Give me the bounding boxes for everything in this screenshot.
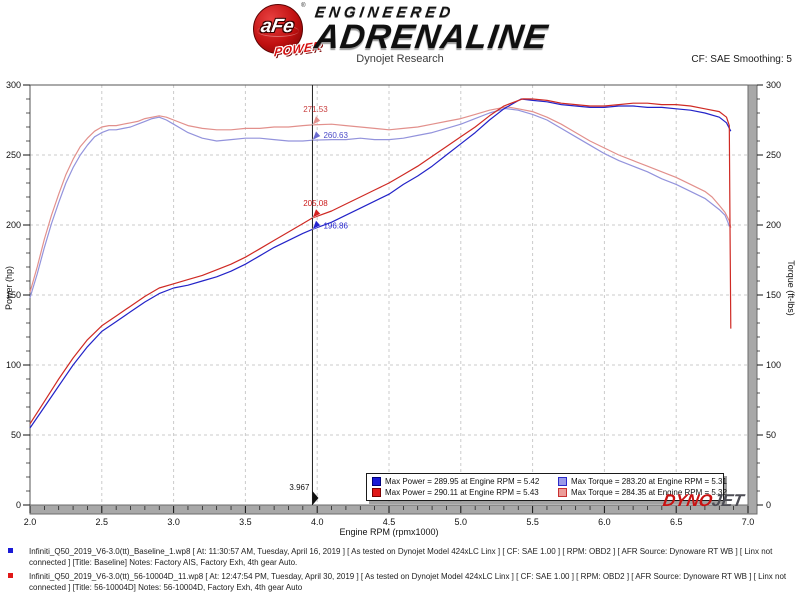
x-tick-label: 5.0	[455, 517, 468, 527]
curve-power-blue	[29, 98, 732, 429]
y-tick-label-right: 300	[766, 80, 781, 90]
run-info-footer: Infiniti_Q50_2019_V6-3.0(tt)_Baseline_1.…	[0, 546, 800, 596]
x-tick-label: 2.0	[24, 517, 37, 527]
value-flag-icon	[312, 220, 321, 230]
y-tick-label-right: 200	[766, 220, 781, 230]
curve-value-annotation: 196.86	[323, 221, 348, 230]
run-info-text: Infiniti_Q50_2019_V6-3.0(tt)_Baseline_1.…	[29, 547, 773, 567]
registered-mark: ®	[301, 3, 306, 9]
y-tick-label-left: 100	[6, 360, 21, 370]
globe-line-icon	[256, 25, 299, 37]
x-tick-label: 6.5	[670, 517, 683, 527]
value-flag-icon	[312, 115, 321, 126]
x-tick-label: 7.0	[742, 517, 755, 527]
curve-value-annotation: 205.08	[303, 199, 328, 208]
legend-swatch-icon	[372, 488, 381, 497]
legend-item: Max Torque = 284.35 at Engine RPM = 5.32	[558, 487, 727, 498]
x-tick-label: 4.0	[311, 517, 324, 527]
legend-item: Max Torque = 283.20 at Engine RPM = 5.31	[558, 476, 727, 487]
y-tick-label-left: 50	[11, 430, 21, 440]
y-tick-label-left: 0	[16, 500, 21, 510]
x-tick-label: 3.0	[167, 517, 180, 527]
y-tick-label-right: 250	[766, 150, 781, 160]
y-tick-label-right: 100	[766, 360, 781, 370]
run-swatch-icon	[8, 573, 13, 578]
x-tick-label: 4.5	[383, 517, 396, 527]
run-info-row: Infiniti_Q50_2019_V6-3.0(tt)_56-10004D_1…	[0, 571, 800, 593]
y-tick-label-right: 0	[766, 500, 771, 510]
y-tick-label-left: 200	[6, 220, 21, 230]
y-tick-label-right: 50	[766, 430, 776, 440]
afe-power-logo-icon: aFe ® POWER	[252, 3, 322, 60]
run-info-row: Infiniti_Q50_2019_V6-3.0(tt)_Baseline_1.…	[0, 546, 800, 568]
x-axis-label: Engine RPM (rpmx1000)	[339, 527, 439, 537]
y-tick-label-left: 300	[6, 80, 21, 90]
legend-swatch-icon	[372, 477, 381, 486]
dynojet-logo-jet: JET	[710, 491, 746, 510]
y-tick-label-left: 250	[6, 150, 21, 160]
x-tick-label: 2.5	[96, 517, 109, 527]
legend-label: Max Power = 289.95 at Engine RPM = 5.42	[385, 477, 540, 486]
y-axis-bar-right	[747, 84, 758, 515]
curve-power-red	[29, 98, 732, 425]
value-flag-icon	[312, 130, 321, 141]
brand-header: aFe ® POWER ENGINEERED ADRENALINE	[0, 3, 800, 60]
legend-item: Max Power = 289.95 at Engine RPM = 5.42	[372, 476, 553, 487]
x-tick-label: 5.5	[526, 517, 539, 527]
brand-wordmark: ENGINEERED ADRENALINE	[311, 4, 551, 56]
run-info-text: Infiniti_Q50_2019_V6-3.0(tt)_56-10004D_1…	[29, 572, 787, 592]
curve-torque-red	[29, 106, 732, 293]
chart-subtitle: Dynojet Research	[356, 53, 444, 65]
x-tick-label: 6.0	[598, 517, 611, 527]
curve-value-annotation: 271.53	[303, 105, 328, 114]
curve-value-annotation: 260.63	[323, 131, 348, 140]
value-flag-icon	[312, 208, 321, 219]
curve-torque-blue	[29, 107, 730, 298]
legend-label: Max Torque = 284.35 at Engine RPM = 5.32	[571, 488, 727, 497]
dynojet-logo: DYNOJET	[661, 491, 745, 511]
smoothing-setting: CF: SAE Smoothing: 5	[691, 54, 792, 65]
x-axis-bar	[29, 504, 758, 515]
y-axis-label-power: Power (hp)	[4, 266, 14, 311]
legend-swatch-icon	[558, 477, 567, 486]
legend-swatch-icon	[558, 488, 567, 497]
y-tick-label-right: 150	[766, 290, 781, 300]
brand-line-adrenaline: ADRENALINE	[311, 17, 551, 56]
legend-item: Max Power = 290.11 at Engine RPM = 5.43	[372, 487, 553, 498]
legend-box: Max Power = 289.95 at Engine RPM = 5.42 M…	[366, 473, 727, 501]
run-swatch-icon	[8, 548, 13, 553]
legend-label: Max Power = 290.11 at Engine RPM = 5.43	[385, 488, 539, 497]
y-axis-label-torque: Torque (ft-lbs)	[786, 260, 796, 316]
x-tick-label: 3.5	[239, 517, 252, 527]
dynojet-logo-dyno: DYNO	[661, 491, 714, 510]
y-tick-label-left: 150	[6, 290, 21, 300]
afe-logo-text: aFe	[258, 16, 296, 37]
legend-label: Max Torque = 283.20 at Engine RPM = 5.31	[571, 477, 727, 486]
dyno-chart: 2.0 2.5 3.0 3.5 4.0 4.5 5.0 5.5 6.0 6.5 7.0 0 0 50 50 1…	[6, 80, 781, 527]
cursor-value-label: 3.967	[289, 483, 310, 492]
cursor-pointer-icon[interactable]	[312, 491, 319, 505]
